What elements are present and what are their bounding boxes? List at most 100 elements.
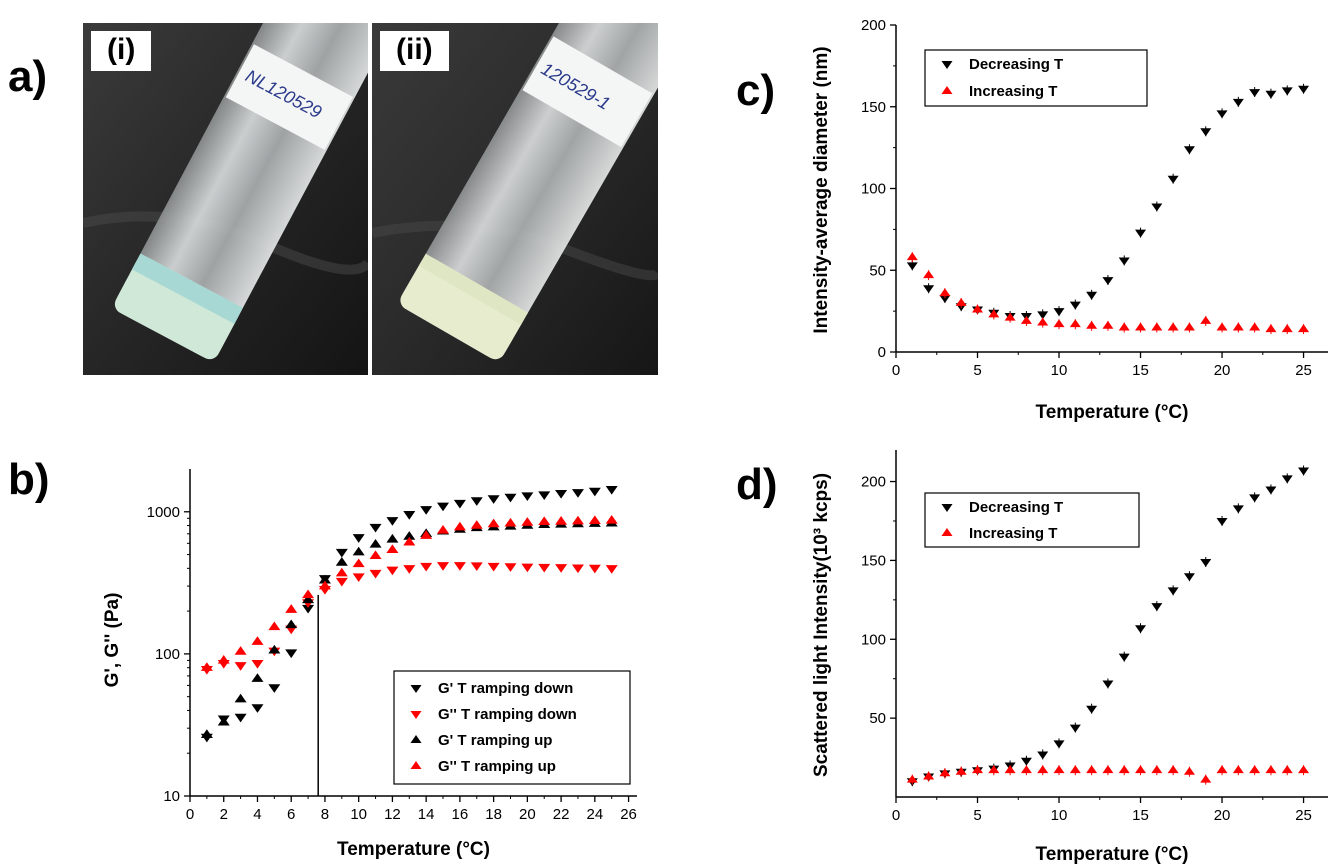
x-tick-label: 15 bbox=[1132, 362, 1149, 379]
data-point-g-t-ramping-down bbox=[352, 573, 365, 582]
data-point-g-t-ramping-up bbox=[200, 729, 213, 738]
data-point-g-t-ramping-down bbox=[251, 659, 264, 669]
data-point-decreasing-t bbox=[1265, 90, 1277, 99]
photo-vial-ii: 120529-1 (ii) bbox=[372, 23, 658, 375]
data-point-g-t-ramping-down bbox=[605, 565, 618, 574]
data-point-g-t-ramping-up bbox=[318, 580, 331, 590]
y-tick-label: 100 bbox=[155, 646, 180, 663]
legend-label: G' T ramping down bbox=[438, 680, 573, 697]
photo-i-label: (i) bbox=[91, 31, 152, 71]
data-point-g-t-ramping-up bbox=[200, 662, 213, 671]
x-tick-label: 8 bbox=[321, 806, 329, 823]
y-tick-label: 200 bbox=[861, 474, 886, 491]
legend-label: G'' T ramping down bbox=[438, 706, 577, 723]
data-point-increasing-t bbox=[1281, 324, 1293, 333]
x-axis-label: Temperature (°C) bbox=[1036, 402, 1189, 423]
data-point-decreasing-t bbox=[923, 285, 935, 294]
data-point-increasing-t bbox=[1151, 765, 1163, 774]
data-point-increasing-t bbox=[1232, 765, 1244, 774]
data-point-decreasing-t bbox=[1069, 724, 1081, 733]
data-point-g-t-ramping-up bbox=[403, 531, 416, 540]
data-point-g-t-ramping-down bbox=[386, 517, 399, 526]
data-point-g-t-ramping-up bbox=[352, 546, 365, 556]
data-point-decreasing-t bbox=[1281, 475, 1293, 484]
data-point-g-t-ramping-up bbox=[487, 518, 500, 528]
y-tick-label: 0 bbox=[878, 344, 886, 361]
data-point-decreasing-t bbox=[1249, 89, 1261, 97]
data-point-decreasing-t bbox=[1167, 587, 1179, 596]
data-point-g-t-ramping-down bbox=[251, 704, 264, 713]
x-tick-label: 12 bbox=[384, 806, 401, 823]
data-point-decreasing-t bbox=[1102, 680, 1114, 689]
legend-marker bbox=[410, 761, 422, 769]
data-point-g-t-ramping-down bbox=[605, 486, 618, 495]
data-point-decreasing-t bbox=[1183, 146, 1195, 155]
legend-label: G'' T ramping up bbox=[438, 758, 556, 775]
y-tick-label: 10 bbox=[163, 788, 180, 805]
data-point-g-t-ramping-up bbox=[268, 644, 281, 654]
data-point-g-t-ramping-down bbox=[403, 565, 416, 574]
x-tick-label: 15 bbox=[1132, 807, 1149, 824]
x-tick-label: 14 bbox=[418, 806, 435, 823]
data-point-increasing-t bbox=[1265, 765, 1277, 774]
data-point-decreasing-t bbox=[1183, 573, 1195, 582]
data-point-g-t-ramping-down bbox=[588, 564, 601, 574]
data-point-g-t-ramping-down bbox=[386, 566, 399, 576]
data-point-g-t-ramping-up bbox=[588, 515, 601, 524]
data-point-g-t-ramping-down bbox=[571, 564, 584, 574]
data-point-decreasing-t bbox=[1249, 494, 1261, 503]
legend-marker bbox=[410, 711, 422, 719]
data-point-g-t-ramping-down bbox=[453, 562, 466, 571]
data-point-g-t-ramping-up bbox=[571, 515, 584, 525]
data-point-g-t-ramping-up bbox=[420, 530, 433, 539]
legend-marker bbox=[941, 528, 953, 536]
x-tick-label: 22 bbox=[553, 806, 570, 823]
data-point-decreasing-t bbox=[1086, 705, 1098, 714]
y-tick-label: 50 bbox=[869, 710, 886, 727]
data-point-increasing-t bbox=[1216, 322, 1228, 331]
data-point-g-t-ramping-down bbox=[487, 495, 500, 504]
data-point-g-t-ramping-down bbox=[268, 684, 281, 693]
data-point-g-t-ramping-up bbox=[335, 557, 348, 566]
data-point-decreasing-t bbox=[1200, 128, 1212, 137]
x-tick-label: 20 bbox=[519, 806, 536, 823]
data-point-g-t-ramping-down bbox=[487, 562, 500, 572]
data-point-g-t-ramping-down bbox=[369, 569, 382, 579]
data-point-increasing-t bbox=[1037, 765, 1049, 774]
data-point-decreasing-t bbox=[906, 262, 918, 271]
x-tick-label: 0 bbox=[892, 362, 900, 379]
data-point-g-t-ramping-up bbox=[251, 636, 264, 645]
data-point-decreasing-t bbox=[1151, 603, 1163, 612]
data-point-increasing-t bbox=[1298, 765, 1310, 774]
x-tick-label: 25 bbox=[1295, 362, 1312, 379]
data-point-increasing-t bbox=[1020, 315, 1032, 324]
data-point-increasing-t bbox=[1053, 319, 1065, 328]
data-point-g-t-ramping-up bbox=[504, 517, 517, 527]
data-point-g-t-ramping-down bbox=[538, 491, 551, 501]
x-tick-label: 16 bbox=[452, 806, 469, 823]
panel-a-letter: a) bbox=[8, 52, 48, 101]
data-point-increasing-t bbox=[1037, 317, 1049, 326]
data-point-decreasing-t bbox=[1298, 467, 1310, 476]
data-point-increasing-t bbox=[955, 298, 967, 306]
data-point-increasing-t bbox=[1281, 765, 1293, 774]
data-point-g-t-ramping-up bbox=[470, 520, 483, 529]
data-point-g-t-ramping-up bbox=[234, 693, 247, 703]
data-point-increasing-t bbox=[955, 766, 967, 775]
x-tick-label: 0 bbox=[186, 806, 194, 823]
y-tick-label: 150 bbox=[861, 552, 886, 569]
legend-label: Increasing T bbox=[969, 525, 1057, 542]
data-point-g-t-ramping-down bbox=[470, 562, 483, 572]
x-tick-label: 10 bbox=[350, 806, 367, 823]
data-point-g-t-ramping-up bbox=[386, 533, 399, 543]
data-point-g-t-ramping-down bbox=[555, 490, 568, 499]
data-point-decreasing-t bbox=[1232, 98, 1244, 107]
data-point-g-t-ramping-up bbox=[538, 516, 551, 526]
photo-vial-i: NL120529 (i) bbox=[83, 23, 368, 375]
legend-label: Decreasing T bbox=[969, 499, 1063, 516]
panel-d-letter: d) bbox=[736, 460, 778, 509]
data-point-increasing-t bbox=[1135, 322, 1147, 331]
data-point-increasing-t bbox=[939, 768, 951, 777]
data-point-g-t-ramping-down bbox=[285, 649, 298, 659]
data-point-increasing-t bbox=[1216, 765, 1228, 774]
